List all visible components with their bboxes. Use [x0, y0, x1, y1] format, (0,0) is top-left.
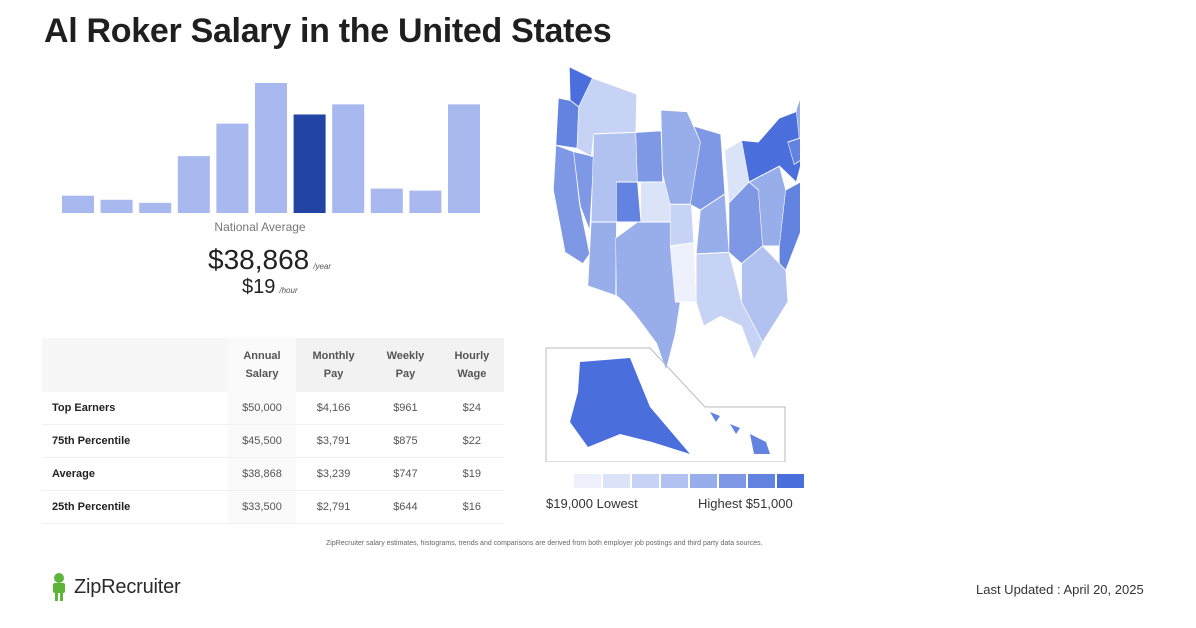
inset-frame [545, 347, 786, 462]
legend-swatch [777, 474, 804, 488]
national-average-label: National Average [214, 220, 306, 234]
legend-swatch [719, 474, 746, 488]
table-cell: $50,000 [228, 392, 296, 425]
national-salary-value: $38,868 [208, 244, 310, 275]
national-average-salary: $38,868/year [208, 244, 331, 276]
table-cell: $3,791 [295, 424, 372, 458]
table-row: 25th Percentile $33,500 $2,791 $644 $16 [42, 490, 504, 524]
table-cell: $24 [439, 392, 504, 425]
legend-swatch [748, 474, 775, 488]
table-cell: $22 [439, 424, 504, 458]
histogram-bar [62, 195, 94, 213]
table-header-annual: Annual Salary [228, 338, 296, 392]
ziprecruiter-logo[interactable]: ZipRecruiter [48, 572, 181, 602]
table-header-monthly: Monthly Pay [295, 338, 372, 392]
table-row-label: Top Earners [42, 392, 228, 425]
table-row: Average $38,868 $3,239 $747 $19 [42, 457, 504, 491]
table-row-label: Average [42, 457, 228, 491]
table-header-row: Annual Salary Monthly Pay Weekly Pay Hourly… [42, 338, 504, 392]
table-cell: $875 [371, 424, 440, 458]
table-cell: $644 [371, 490, 440, 524]
table-cell: $45,500 [228, 424, 296, 458]
state-shape-hawaii [710, 412, 770, 454]
table-cell: $19 [439, 457, 504, 491]
legend-swatch [603, 474, 630, 488]
table-row: 75th Percentile $45,500 $3,791 $875 $22 [42, 424, 504, 458]
legend-swatch [632, 474, 659, 488]
state-shape [555, 97, 579, 149]
legend-swatch [574, 474, 601, 488]
table-header-hourly: Hourly Wage [439, 338, 504, 392]
state-shape [616, 181, 642, 223]
histogram-bar-national-average [293, 114, 326, 213]
state-shape [741, 245, 789, 343]
state-shape [635, 130, 663, 183]
legend-swatch [661, 474, 688, 488]
map-legend [574, 474, 804, 488]
ziprecruiter-logo-text: ZipRecruiter [74, 575, 181, 598]
pay-table: Annual Salary Monthly Pay Weekly Pay Hourly… [42, 338, 504, 524]
state-shape [669, 203, 695, 247]
table-cell: $3,239 [295, 457, 372, 491]
state-shape-alaska [570, 358, 690, 454]
state-shape [695, 251, 763, 361]
histogram-bar [448, 104, 480, 213]
table-cell: $38,868 [228, 457, 296, 491]
table-header-weekly: Weekly Pay [371, 338, 440, 392]
legend-swatch [690, 474, 717, 488]
table-row-label: 75th Percentile [42, 424, 228, 458]
table-row-label: 25th Percentile [42, 490, 228, 524]
histogram-bar [255, 83, 287, 213]
histogram-bar [177, 156, 210, 213]
legend-high-label: Highest $51,000 [698, 496, 793, 511]
salary-histogram [62, 83, 480, 213]
histogram-bar [332, 104, 365, 213]
table-cell: $961 [371, 392, 440, 425]
table-header-blank [42, 338, 228, 392]
footnote: ZipRecruiter salary estimates, histogram… [326, 540, 763, 547]
histogram-bar [100, 199, 133, 213]
histogram-bar [370, 188, 403, 213]
table-cell: $2,791 [295, 490, 372, 524]
state-shape [640, 181, 671, 223]
histogram-bar [216, 123, 249, 213]
table-row: Top Earners $50,000 $4,166 $961 $24 [42, 392, 504, 425]
legend-low-label: $19,000 Lowest [546, 496, 638, 511]
table-cell: $33,500 [228, 490, 296, 524]
state-shape [787, 137, 800, 165]
table-cell: $4,166 [295, 392, 372, 425]
ziprecruiter-logo-icon [53, 573, 65, 601]
table-cell: $16 [439, 490, 504, 524]
histogram-bar [139, 202, 172, 213]
hourly-unit: /hour [279, 286, 298, 295]
national-hourly-value: $19 [242, 276, 276, 298]
state-shape [741, 109, 800, 183]
national-average-hourly: $19/hour [242, 276, 298, 299]
page-title: Al Roker Salary in the United States [44, 12, 612, 50]
us-state-map [545, 66, 800, 462]
histogram-bar [409, 190, 442, 213]
table-cell: $747 [371, 457, 440, 491]
salary-unit: /year [313, 262, 332, 271]
last-updated: Last Updated : April 20, 2025 [976, 582, 1144, 597]
state-shape [573, 151, 595, 232]
state-shape [587, 221, 617, 297]
